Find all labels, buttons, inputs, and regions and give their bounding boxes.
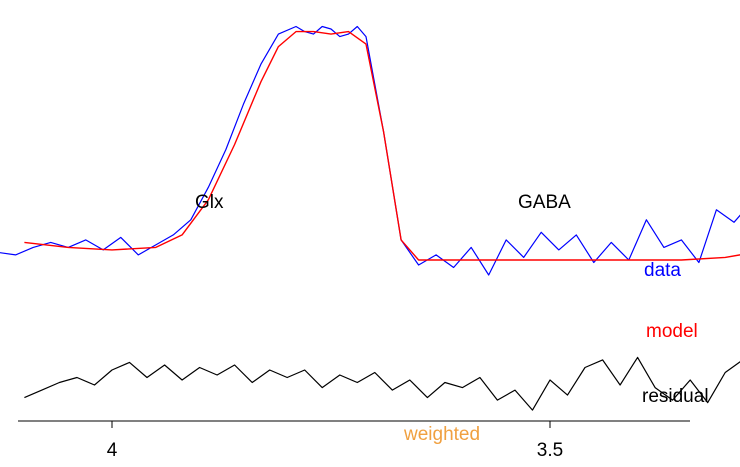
plot-lines [0, 25, 740, 411]
legend-label-data: data [644, 260, 681, 281]
x-tick-label-0: 4 [107, 440, 118, 461]
annotation-gaba: GABA [518, 192, 571, 213]
series-line-model [24, 30, 740, 261]
series-line-data [0, 25, 740, 276]
x-axis: 43.53 [18, 420, 690, 461]
x-tick-label-1: 3.5 [537, 440, 563, 461]
annotation-glx: Glx [195, 192, 224, 213]
annotations: Glx GABA [195, 192, 571, 213]
series-line-residual [24, 356, 740, 411]
legend-label-residual: residual [642, 386, 709, 407]
legend-label-model: model [646, 321, 698, 342]
legend-label-weighted: weighted [403, 424, 480, 445]
legend: data model residual weighted [403, 260, 709, 445]
